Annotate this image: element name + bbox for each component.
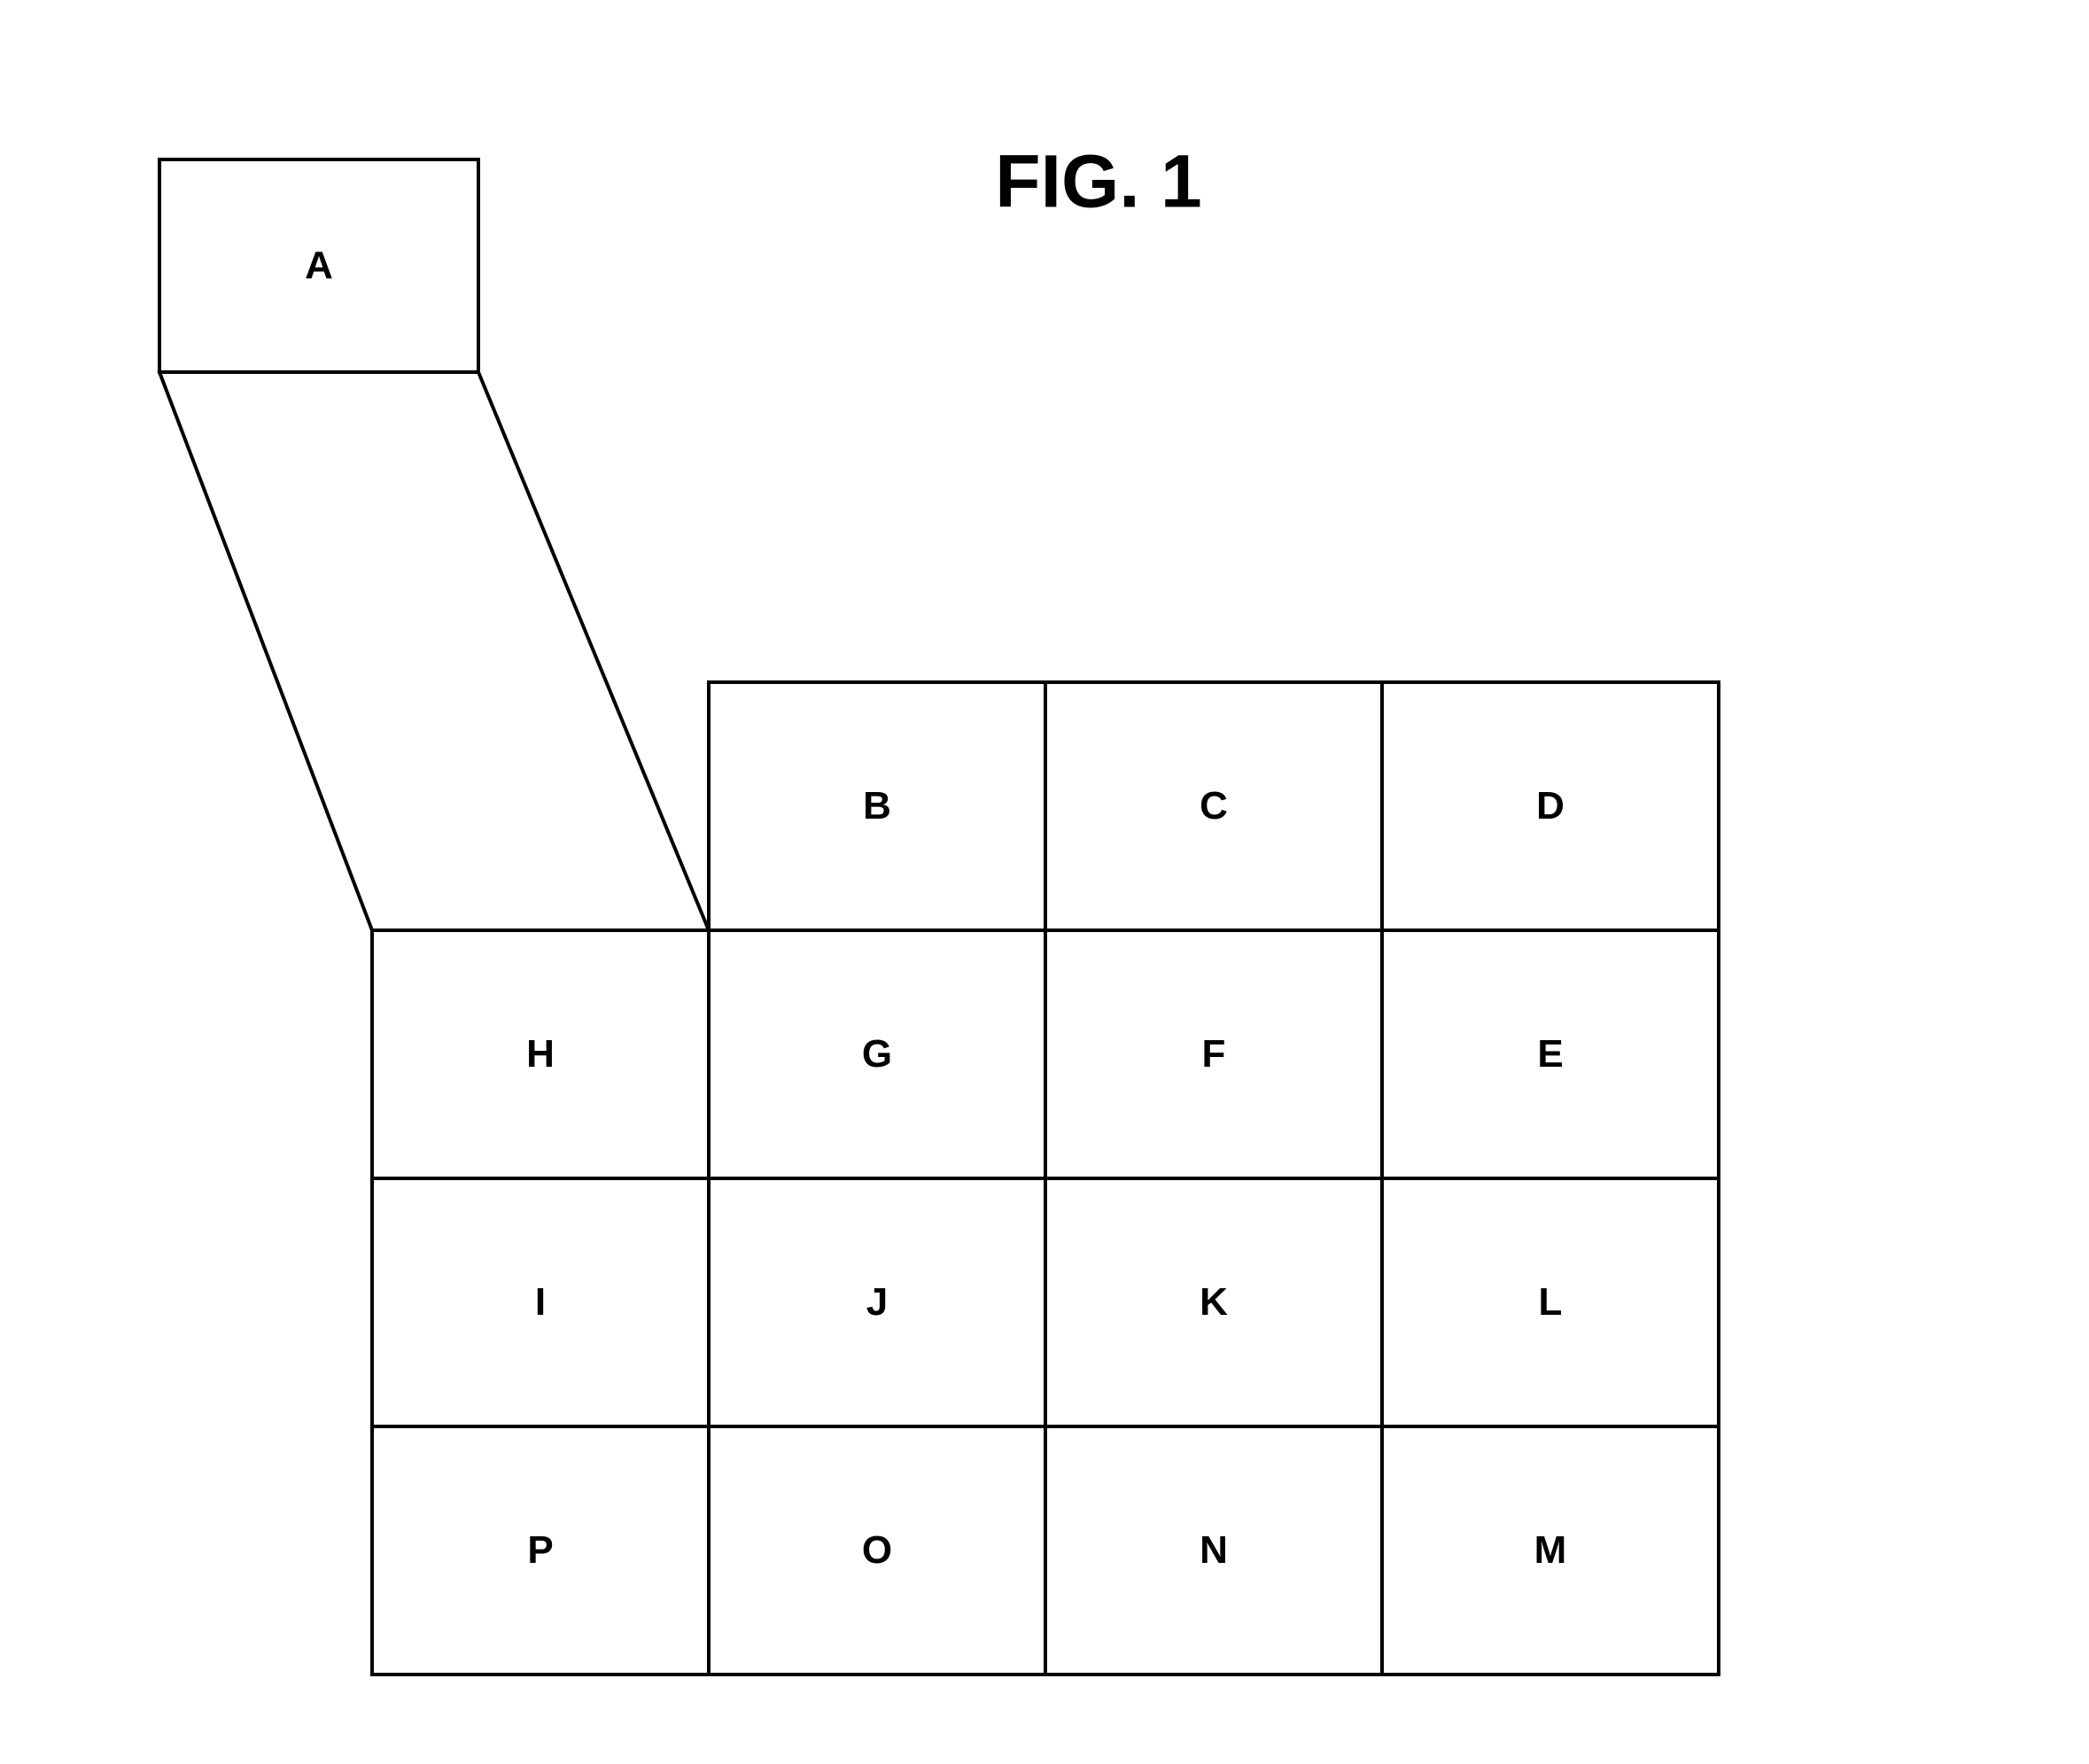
cell-label-e: E: [1537, 1032, 1563, 1076]
cell-label-n: N: [1200, 1528, 1228, 1573]
cell-label-k: K: [1200, 1280, 1228, 1325]
cell-label-j: J: [866, 1280, 888, 1325]
cell-label-l: L: [1539, 1280, 1563, 1325]
cell-label-m: M: [1534, 1528, 1567, 1573]
cell-label-a: A: [305, 244, 333, 288]
cell-label-f: F: [1202, 1032, 1226, 1076]
figure-title: FIG. 1: [995, 139, 1201, 225]
cell-label-h: H: [526, 1032, 555, 1076]
cell-label-i: I: [535, 1280, 546, 1325]
cell-label-o: O: [862, 1528, 892, 1573]
cell-label-p: P: [527, 1528, 553, 1573]
figure-stage: FIG. 1 A B C D H G F E I J K L P O N M: [0, 0, 2089, 1764]
cell-label-b: B: [863, 784, 891, 828]
cell-label-c: C: [1200, 784, 1228, 828]
cell-label-d: D: [1536, 784, 1565, 828]
cell-label-g: G: [862, 1032, 892, 1076]
